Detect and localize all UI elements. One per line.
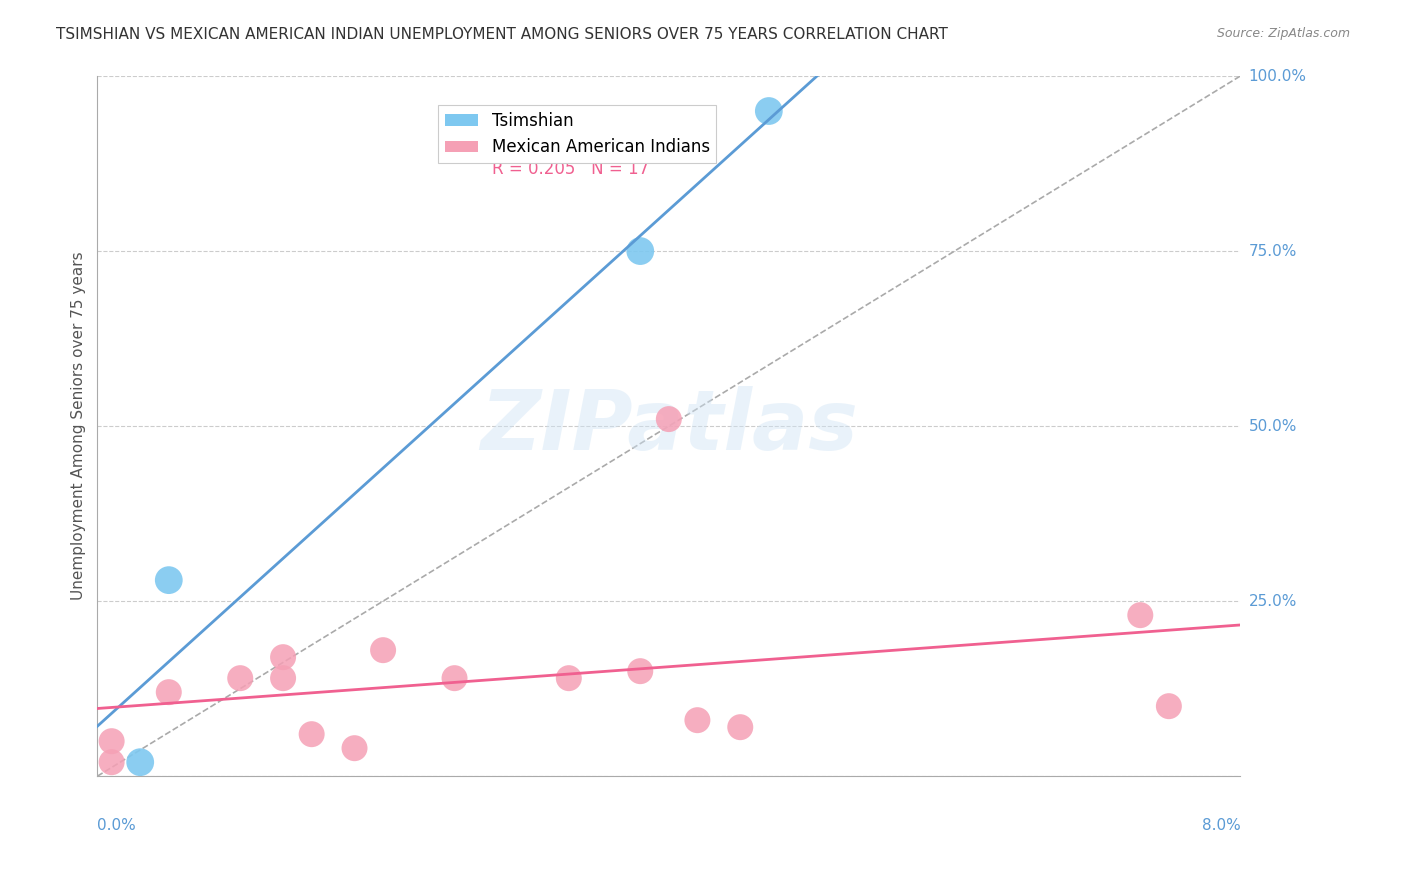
Point — [301, 727, 323, 741]
Text: R = 0.562   N =  4: R = 0.562 N = 4 — [492, 114, 644, 133]
Y-axis label: Unemployment Among Seniors over 75 years: Unemployment Among Seniors over 75 years — [72, 252, 86, 600]
Point — [1157, 699, 1180, 714]
Point — [271, 650, 294, 665]
Point — [100, 734, 122, 748]
Point — [628, 664, 651, 678]
Point — [157, 573, 180, 587]
Text: TSIMSHIAN VS MEXICAN AMERICAN INDIAN UNEMPLOYMENT AMONG SENIORS OVER 75 YEARS CO: TSIMSHIAN VS MEXICAN AMERICAN INDIAN UNE… — [56, 27, 948, 42]
Point — [129, 755, 152, 769]
Point — [100, 755, 122, 769]
Point — [271, 671, 294, 685]
Text: R = 0.205   N = 17: R = 0.205 N = 17 — [492, 160, 648, 178]
Text: 100.0%: 100.0% — [1249, 69, 1306, 84]
Text: 8.0%: 8.0% — [1202, 818, 1240, 833]
Point — [371, 643, 394, 657]
Point — [730, 720, 752, 734]
Point — [758, 103, 780, 118]
Text: 75.0%: 75.0% — [1249, 244, 1296, 259]
Point — [157, 685, 180, 699]
Text: 0.0%: 0.0% — [97, 818, 136, 833]
Point — [628, 244, 651, 258]
Point — [229, 671, 252, 685]
Point — [1129, 608, 1152, 623]
Text: 25.0%: 25.0% — [1249, 594, 1296, 608]
Point — [443, 671, 465, 685]
Point — [686, 713, 709, 727]
Point — [343, 741, 366, 756]
Point — [558, 671, 581, 685]
Text: ZIPatlas: ZIPatlas — [479, 385, 858, 467]
Point — [658, 412, 681, 426]
Legend: Tsimshian, Mexican American Indians: Tsimshian, Mexican American Indians — [439, 105, 717, 163]
Text: 50.0%: 50.0% — [1249, 418, 1296, 434]
Text: Source: ZipAtlas.com: Source: ZipAtlas.com — [1216, 27, 1350, 40]
